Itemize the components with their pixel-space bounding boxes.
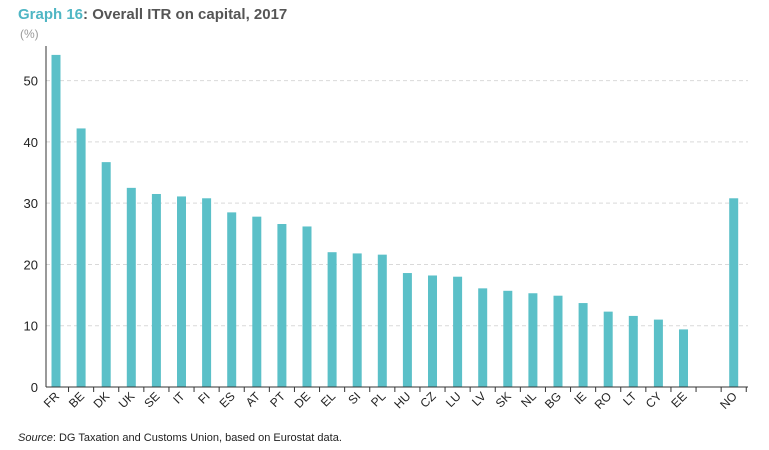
bar-be bbox=[76, 128, 86, 388]
x-tick-label: BE bbox=[66, 389, 87, 410]
bar-lv bbox=[478, 288, 488, 387]
x-tick-label: UK bbox=[116, 389, 138, 411]
bar-cy bbox=[653, 319, 663, 387]
bar-dk bbox=[101, 162, 111, 387]
bar-pt bbox=[277, 224, 287, 387]
bar-lu bbox=[453, 276, 463, 387]
graph-label: Graph 16 bbox=[18, 6, 84, 23]
bar-si bbox=[352, 253, 362, 387]
bar-nl bbox=[528, 293, 538, 387]
bar-uk bbox=[126, 187, 136, 387]
bar-bg bbox=[553, 295, 563, 387]
x-tick-label: SK bbox=[493, 389, 514, 410]
x-tick-label: DK bbox=[91, 389, 113, 411]
x-tick-label: IE bbox=[571, 389, 589, 407]
y-tick-label: 50 bbox=[24, 74, 38, 89]
x-tick-label: BG bbox=[542, 389, 564, 411]
x-tick-label: AT bbox=[243, 389, 264, 410]
y-tick-label: 0 bbox=[31, 380, 38, 395]
x-tick-label: HU bbox=[391, 389, 413, 411]
bar-lt bbox=[628, 315, 638, 387]
x-tick-label: FI bbox=[195, 389, 212, 406]
x-tick-label: PT bbox=[267, 389, 288, 410]
source-label: Source bbox=[18, 432, 53, 444]
x-tick-label: ES bbox=[217, 389, 238, 410]
x-tick-label: DE bbox=[291, 389, 313, 411]
y-tick-label: 20 bbox=[24, 257, 38, 272]
x-tick-label: IT bbox=[170, 389, 188, 407]
source-note: Source: DG Taxation and Customs Union, b… bbox=[18, 432, 342, 444]
x-tick-label: CY bbox=[643, 389, 665, 411]
unit-label: (%) bbox=[20, 27, 39, 41]
x-tick-label: LU bbox=[443, 389, 464, 410]
x-tick-label: SI bbox=[345, 389, 363, 407]
bar-at bbox=[252, 216, 262, 387]
bar-de bbox=[302, 226, 312, 387]
chart-title: Graph 16: Overall ITR on capital, 2017 bbox=[18, 6, 287, 23]
x-tick-label: NL bbox=[518, 389, 539, 410]
bar-no bbox=[729, 198, 739, 387]
x-tick-label: EE bbox=[668, 389, 689, 410]
bar-sk bbox=[503, 290, 513, 387]
bar-ee bbox=[679, 329, 688, 387]
x-tick-label: LV bbox=[469, 389, 489, 409]
y-tick-label: 10 bbox=[24, 319, 38, 334]
y-tick-label: 40 bbox=[24, 135, 38, 150]
title-text: : Overall ITR on capital, 2017 bbox=[83, 6, 288, 23]
bar-pl bbox=[377, 254, 387, 387]
x-tick-label: CZ bbox=[417, 389, 438, 410]
bar-se bbox=[151, 193, 161, 387]
y-tick-label: 30 bbox=[24, 196, 38, 211]
bar-it bbox=[177, 196, 186, 387]
bar-es bbox=[227, 212, 237, 387]
bar-cz bbox=[428, 275, 437, 387]
bar-ie bbox=[578, 303, 588, 387]
x-tick-label: PL bbox=[368, 389, 389, 410]
bar-fr bbox=[51, 54, 61, 387]
bar-fi bbox=[202, 198, 212, 387]
x-tick-label: NO bbox=[717, 389, 740, 412]
bar-hu bbox=[402, 273, 412, 387]
x-tick-label: LT bbox=[620, 389, 640, 409]
x-tick-label: RO bbox=[592, 389, 615, 412]
x-tick-label: SE bbox=[141, 389, 162, 410]
x-tick-label: EL bbox=[318, 389, 339, 410]
x-tick-label: FR bbox=[41, 389, 62, 410]
bar-ro bbox=[603, 311, 613, 387]
bar-el bbox=[327, 252, 337, 387]
source-text: : DG Taxation and Customs Union, based o… bbox=[52, 432, 342, 444]
